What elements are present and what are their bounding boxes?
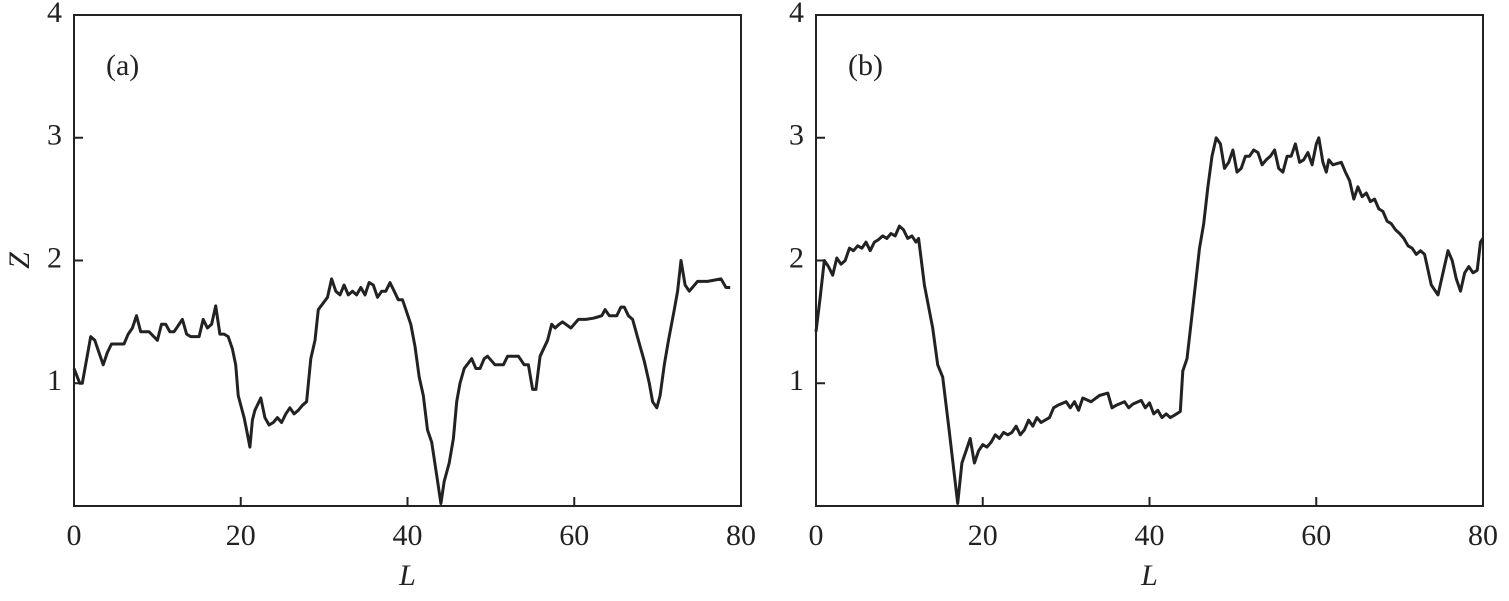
plot-frame [73, 14, 742, 507]
x-axis-label: L [1140, 559, 1158, 592]
x-tick-label: 20 [968, 519, 998, 552]
x-tick-label: 60 [1301, 519, 1331, 552]
x-tick-label: 40 [1135, 519, 1165, 552]
x-axis-label: L [398, 559, 416, 592]
plot-frame [815, 14, 1484, 507]
y-tick-label: 4 [47, 0, 62, 29]
y-tick-label: 2 [47, 241, 62, 274]
y-tick-label: 4 [789, 0, 804, 29]
x-tick-label: 0 [67, 519, 82, 552]
y-tick-label: 1 [47, 364, 62, 397]
y-tick-label: 1 [789, 364, 804, 397]
x-tick-label: 80 [726, 519, 756, 552]
x-tick-label: 60 [559, 519, 589, 552]
y-tick-label: 3 [789, 119, 804, 152]
x-tick-label: 20 [226, 519, 256, 552]
panel-label: (a) [106, 49, 139, 82]
x-tick-label: 40 [393, 519, 423, 552]
y-tick-label: 3 [47, 119, 62, 152]
data-line [72, 259, 731, 505]
x-tick-label: 80 [1468, 519, 1498, 552]
x-tick-label: 0 [809, 519, 824, 552]
data-line [814, 136, 1485, 505]
y-tick-label: 2 [789, 241, 804, 274]
panel-label: (b) [848, 49, 883, 82]
y-axis-label: Z [3, 252, 36, 269]
